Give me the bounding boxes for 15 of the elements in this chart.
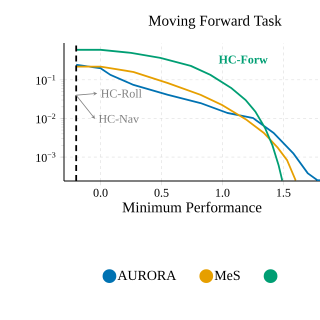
line-series (75, 48, 284, 181)
x-tick-label: 0.0 (94, 188, 108, 197)
chart-title: Moving Forward Task (148, 15, 282, 29)
x-tick-label: 0.5 (154, 188, 169, 197)
y-tick-label: 10$^{−1}$ (36, 74, 56, 85)
x-tick-label: 1.5 (277, 188, 290, 197)
x-tick-label: 1.0 (216, 188, 230, 197)
annotation: HC-Roll (101, 89, 142, 98)
y-tick-label: 10$^{−2}$ (36, 114, 56, 124)
legend-label: MeS (214, 270, 240, 280)
annotation: HC-Forw (218, 56, 268, 64)
annotation: HC-Nav (98, 114, 140, 123)
y-tick-label: 10$^{−3}$ (36, 152, 56, 162)
x-axis-title: Minimum Performance (122, 202, 262, 212)
legend-label: AURORA (118, 270, 176, 280)
